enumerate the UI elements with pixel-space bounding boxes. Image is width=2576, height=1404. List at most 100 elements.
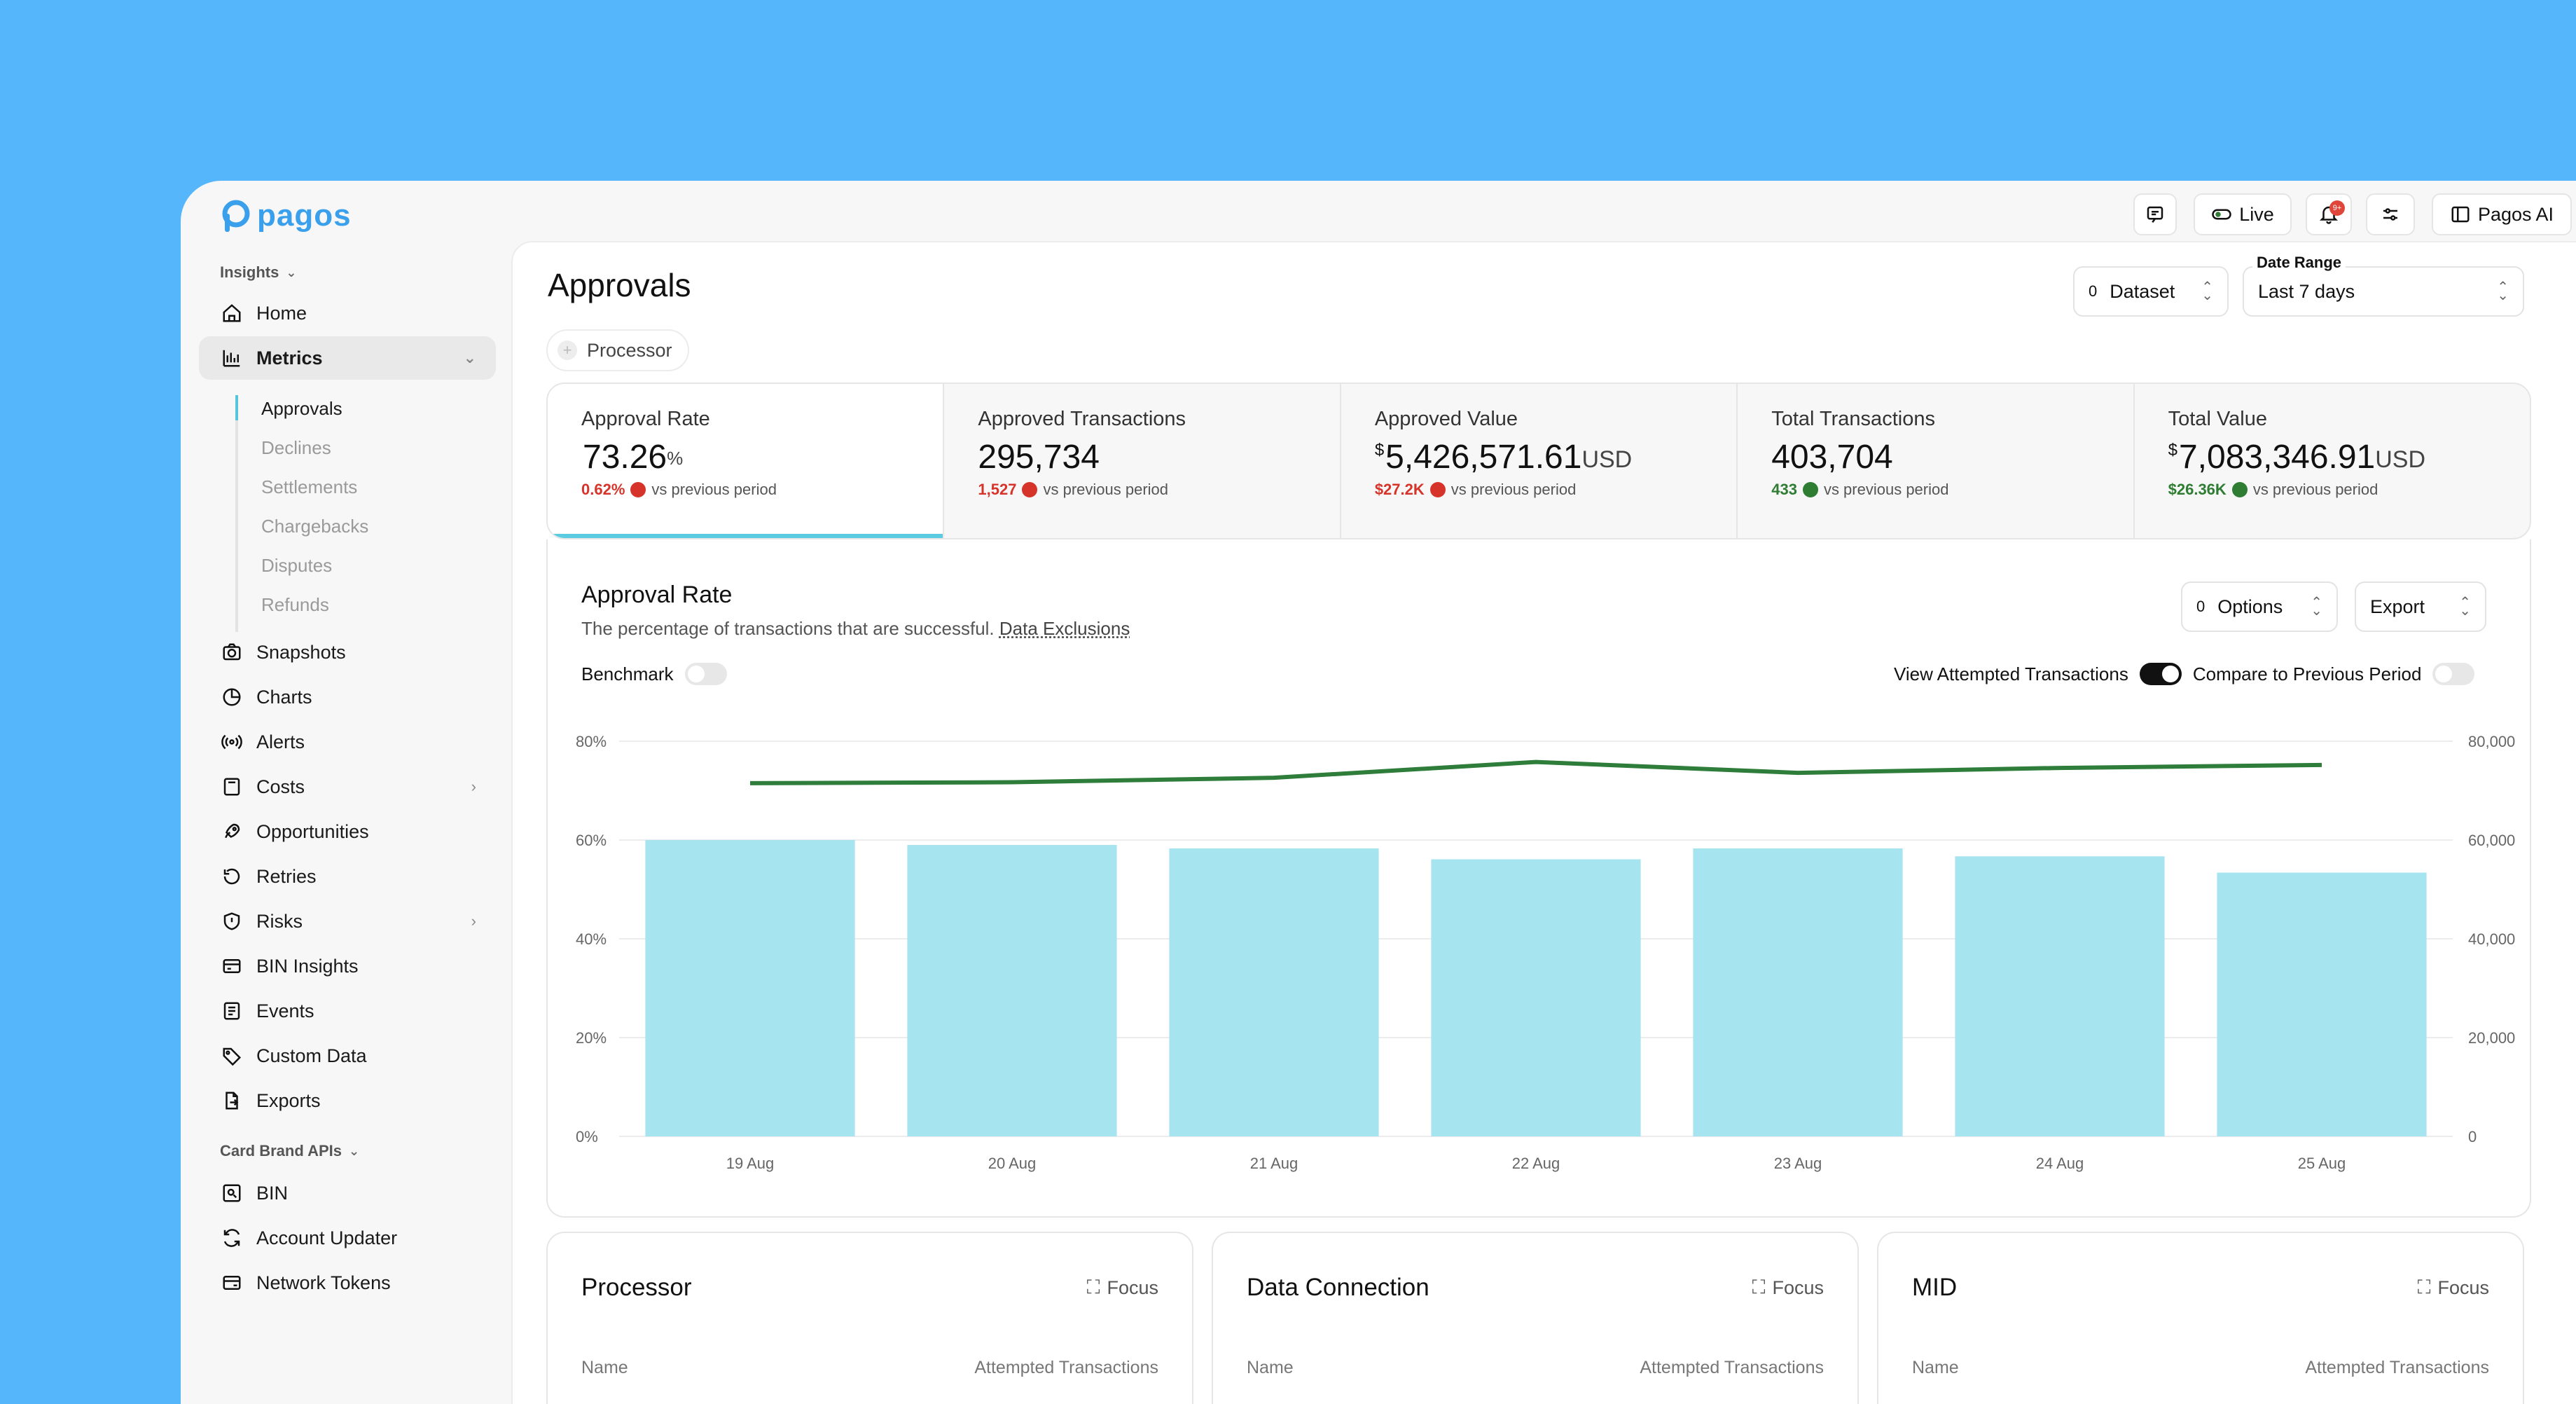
sidebar-subitem-chargebacks[interactable]: Chargebacks [261, 516, 369, 537]
kpi-label: Approved Transactions [978, 408, 1186, 430]
kpi-value-wrapper: $ 5,426,571.61 USD [1375, 438, 1736, 476]
sidebar-subitem-approvals[interactable]: Approvals [261, 398, 342, 419]
sidebar-item-snapshots[interactable]: Snapshots [199, 631, 496, 674]
sidebar-item-bin-insights[interactable]: BIN Insights [199, 944, 496, 988]
sidebar-item-metrics[interactable]: Metrics ⌄ [199, 336, 496, 380]
kpi-delta-text: vs previous period [1450, 481, 1577, 498]
kpi-value-wrapper: $ 7,083,346.91 USD [2168, 438, 2530, 476]
date-range-select[interactable]: Last 7 days ⌃ ⌄ [2243, 266, 2524, 317]
sidebar-item-network-tokens[interactable]: Network Tokens [199, 1261, 496, 1305]
chart-title: Approval Rate [581, 581, 733, 608]
focus-button[interactable]: ⛶ Focus [1087, 1276, 1158, 1299]
sidebar-item-retries[interactable]: Retries [199, 855, 496, 898]
chevron-updown-icon: ⌃ ⌄ [2201, 280, 2213, 303]
kpi-label: Total Value [2168, 408, 2267, 430]
arrow-down-icon: ↓ [1429, 482, 1446, 497]
sidebar-subitem-disputes[interactable]: Disputes [261, 555, 333, 576]
x-tick-label: 20 Aug [988, 1155, 1037, 1172]
sidebar-item-account-updater[interactable]: Account Updater [199, 1216, 496, 1260]
chevron-right-icon: › [471, 912, 476, 930]
kpi-delta-text: vs previous period [651, 481, 777, 498]
y-right-tick-label: 20,000 [2468, 1029, 2515, 1047]
dataset-select[interactable]: 0 Dataset ⌃ ⌄ [2073, 266, 2229, 317]
y-left-tick-label: 20% [576, 1029, 607, 1047]
kpi-total-transactions[interactable]: Total Transactions 403,704 433 ↑ vs prev… [1738, 384, 2135, 538]
benchmark-toggle-row: Benchmark [581, 663, 727, 685]
column-header-name: Name [1247, 1358, 1294, 1377]
data-connection-card: Data Connection ⛶ Focus Name Attempted T… [1212, 1232, 1859, 1404]
chart-bar [1169, 848, 1379, 1136]
sidebar-item-events[interactable]: Events [199, 989, 496, 1033]
pagos-logo[interactable]: pagos [219, 196, 352, 235]
kpi-prefix: $ [2168, 441, 2177, 460]
chevron-down-icon: ⌄ [286, 265, 297, 280]
view-attempted-toggle[interactable] [2139, 663, 2182, 685]
compare-previous-toggle[interactable] [2432, 663, 2475, 685]
y-right-tick-label: 0 [2468, 1128, 2477, 1145]
sidebar-item-label: Metrics [256, 347, 323, 369]
sidebar-item-label: Custom Data [256, 1045, 367, 1066]
options-count: 0 [2196, 598, 2205, 615]
data-exclusions-link[interactable]: Data Exclusions [999, 618, 1130, 639]
kpi-value-wrapper: 73.26 % [581, 438, 943, 476]
sidebar-subitem-settlements[interactable]: Settlements [261, 476, 358, 497]
dataset-label: Dataset [2110, 280, 2175, 302]
sidebar-subitem-refunds[interactable]: Refunds [261, 594, 329, 615]
processor-filter-chip[interactable]: + Processor [546, 329, 689, 371]
pie-chart-icon [220, 685, 244, 709]
kpi-approved-value[interactable]: Approved Value $ 5,426,571.61 USD $27.2K… [1341, 384, 1738, 538]
benchmark-toggle[interactable] [684, 663, 727, 685]
x-tick-label: 21 Aug [1250, 1155, 1299, 1172]
compare-label: Compare to Previous Period [2192, 663, 2422, 684]
sidebar-item-charts[interactable]: Charts [199, 675, 496, 719]
sidebar-item-costs[interactable]: Costs › [199, 765, 496, 808]
options-select[interactable]: 0 Options ⌃ ⌄ [2181, 581, 2338, 632]
focus-icon: ⛶ [2417, 1276, 2431, 1298]
kpi-delta: $27.2K [1374, 481, 1425, 498]
card-brand-label: Card Brand APIs [220, 1142, 342, 1159]
sidebar-item-custom-data[interactable]: Custom Data [199, 1034, 496, 1078]
chart-description: The percentage of transactions that are … [581, 618, 1130, 640]
sidebar-item-label: Snapshots [256, 641, 346, 663]
broadcast-icon [220, 730, 244, 754]
settings-button[interactable] [2366, 193, 2415, 235]
focus-button[interactable]: ⛶ Focus [2418, 1276, 2489, 1299]
kpi-value: 295,734 [978, 439, 1100, 476]
file-export-icon [220, 1089, 244, 1113]
sidebar-item-bin[interactable]: BIN [199, 1171, 496, 1215]
kpi-total-value[interactable]: Total Value $ 7,083,346.91 USD $26.36K ↑… [2135, 384, 2530, 538]
sidebar-item-alerts[interactable]: Alerts [199, 720, 496, 764]
sidebar-item-opportunities[interactable]: Opportunities [199, 810, 496, 853]
pagos-ai-button[interactable]: Pagos AI [2432, 193, 2572, 235]
y-left-tick-label: 80% [576, 733, 607, 750]
y-left-tick-label: 60% [576, 832, 607, 849]
insights-section-toggle[interactable]: Insights ⌄ [220, 263, 296, 282]
card-title: Data Connection [1247, 1274, 1429, 1301]
notifications-button[interactable]: 9+ [2306, 193, 2352, 235]
sidebar-item-risks[interactable]: Risks › [199, 900, 496, 943]
kpi-delta-row: 0.62% ↓ vs previous period [581, 481, 943, 499]
x-tick-label: 25 Aug [2298, 1155, 2346, 1172]
kpi-percent-suffix: % [667, 448, 684, 469]
kpi-approval-rate[interactable]: Approval Rate 73.26 % 0.62% ↓ vs previou… [548, 384, 945, 538]
approval-rate-chart: 80% 80,000 60% 60,000 40% 40,000 20% 20,000 0% 0 1… [576, 733, 2515, 1172]
export-select[interactable]: Export ⌃ ⌄ [2355, 581, 2486, 632]
live-mode-button[interactable]: Live [2194, 193, 2292, 235]
feedback-button[interactable] [2133, 193, 2177, 235]
sidebar-item-exports[interactable]: Exports [199, 1079, 496, 1122]
date-range-value: Last 7 days [2258, 280, 2355, 302]
sidebar-subitem-declines[interactable]: Declines [261, 437, 331, 458]
kpi-delta-row: 433 ↑ vs previous period [1771, 481, 2133, 499]
focus-icon: ⛶ [1086, 1276, 1100, 1298]
kpi-approved-transactions[interactable]: Approved Transactions 295,734 1,527 ↓ vs… [944, 384, 1341, 538]
approval-rate-line [749, 759, 2322, 785]
focus-button[interactable]: ⛶ Focus [1752, 1276, 1824, 1299]
kpi-value: 403,704 [1771, 439, 1893, 476]
mid-card: MID ⛶ Focus Name Attempted Transactions [1877, 1232, 2524, 1404]
insights-label: Insights [220, 263, 279, 281]
arrow-up-icon: ↑ [1802, 482, 1818, 497]
kpi-label: Approval Rate [581, 408, 710, 430]
card-brand-section-toggle[interactable]: Card Brand APIs ⌄ [220, 1142, 359, 1160]
kpi-delta-text: vs previous period [1043, 481, 1169, 498]
sidebar-item-home[interactable]: Home [199, 291, 496, 335]
